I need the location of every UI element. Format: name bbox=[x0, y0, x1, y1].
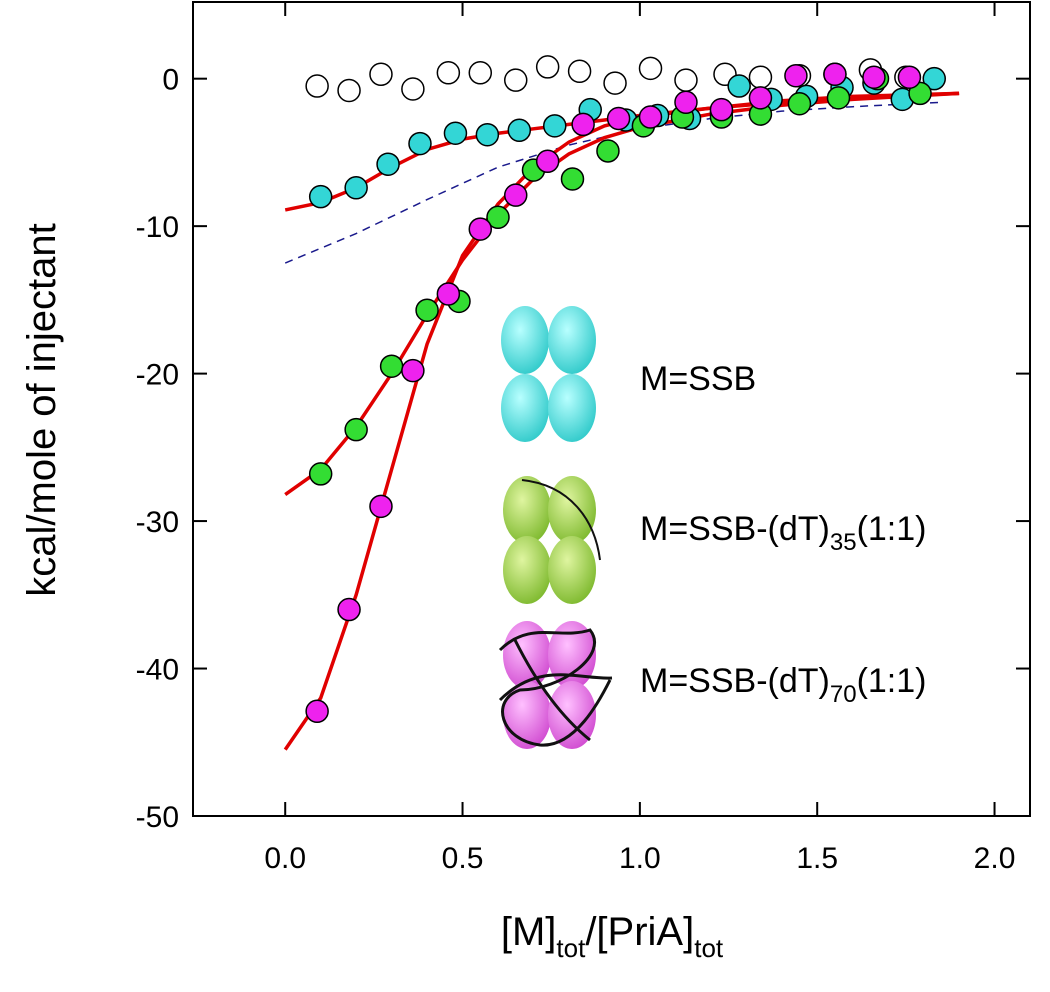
legend-label-sub: 70 bbox=[830, 681, 857, 708]
data-point bbox=[897, 65, 922, 89]
data-point bbox=[344, 176, 368, 200]
y-tick-label: -30 bbox=[136, 506, 179, 539]
legend-label-part: M=SSB-(dT) bbox=[640, 662, 830, 700]
data-point bbox=[567, 59, 592, 84]
legend-label-part: (1:1) bbox=[857, 510, 927, 548]
data-point bbox=[337, 78, 361, 103]
data-point bbox=[308, 462, 333, 486]
x-axis-title-part: [M] bbox=[501, 910, 557, 954]
x-tick-label: 0.0 bbox=[264, 842, 306, 875]
legend-label-sub: 35 bbox=[830, 529, 857, 556]
x-axis-title-sub: tot bbox=[556, 933, 586, 963]
x-tick-label: 1.5 bbox=[796, 842, 838, 875]
x-tick-label: 0.5 bbox=[442, 842, 484, 875]
data-point bbox=[727, 74, 751, 98]
fit-line bbox=[283, 91, 960, 751]
data-point bbox=[596, 139, 620, 163]
x-axis-title-part: /[PriA] bbox=[585, 910, 694, 954]
data-point bbox=[638, 105, 663, 129]
data-point bbox=[337, 597, 361, 622]
data-point bbox=[308, 184, 333, 209]
x-axis-title: [M]tot/[PriA]tot bbox=[501, 910, 724, 963]
x-tick-label: 1.0 bbox=[619, 842, 661, 875]
data-point bbox=[486, 205, 510, 230]
data-point bbox=[535, 55, 560, 79]
data-point bbox=[908, 81, 932, 106]
data-point bbox=[468, 61, 493, 85]
data-point bbox=[606, 106, 631, 131]
legend-icon-ssb-dt35 bbox=[503, 476, 601, 604]
data-point bbox=[709, 97, 734, 122]
data-point bbox=[826, 86, 851, 110]
legend bbox=[498, 306, 613, 749]
data-point bbox=[535, 149, 560, 174]
data-point bbox=[823, 62, 847, 87]
legend-label: M=SSB-(dT)70(1:1) bbox=[640, 662, 926, 708]
legend-label-part: (1:1) bbox=[857, 662, 927, 700]
data-point bbox=[401, 358, 425, 383]
data-point bbox=[507, 118, 532, 143]
y-tick-label: -10 bbox=[136, 211, 179, 244]
data-point bbox=[674, 90, 698, 115]
y-tick-label: 0 bbox=[162, 64, 179, 97]
plot-area bbox=[283, 55, 960, 751]
data-point bbox=[862, 65, 886, 89]
data-point bbox=[415, 298, 439, 322]
data-point bbox=[674, 68, 698, 92]
data-point bbox=[379, 354, 404, 378]
data-point bbox=[443, 121, 468, 145]
data-point bbox=[305, 699, 329, 724]
data-point bbox=[376, 152, 400, 176]
data-point bbox=[784, 63, 808, 88]
legend-icon-ssb-dt70 bbox=[498, 621, 613, 749]
data-point bbox=[503, 183, 528, 207]
legend-label-part: M=SSB-(dT) bbox=[640, 510, 830, 548]
data-point bbox=[436, 61, 461, 85]
data-point bbox=[305, 74, 329, 98]
x-tick-label: 2.0 bbox=[974, 842, 1016, 875]
legend-label: M=SSB bbox=[640, 360, 756, 398]
data-point bbox=[922, 66, 946, 91]
y-tick-label: -40 bbox=[136, 654, 179, 687]
data-point bbox=[603, 71, 627, 95]
data-point bbox=[408, 131, 432, 156]
data-point bbox=[748, 86, 773, 110]
y-axis-title: kcal/mole of injectant bbox=[20, 223, 64, 597]
data-point bbox=[560, 167, 585, 191]
data-point bbox=[543, 114, 567, 138]
data-point bbox=[369, 494, 393, 519]
data-point bbox=[787, 92, 812, 116]
x-axis-title-sub: tot bbox=[694, 933, 724, 963]
data-point bbox=[369, 62, 393, 87]
data-point bbox=[571, 112, 595, 137]
reference-line bbox=[284, 101, 942, 264]
y-tick-label: -50 bbox=[136, 801, 179, 834]
data-point bbox=[436, 282, 461, 306]
legend-icon-ssb bbox=[501, 306, 596, 442]
data-point bbox=[344, 417, 368, 442]
data-point bbox=[503, 68, 528, 92]
data-point bbox=[401, 77, 425, 101]
data-point bbox=[468, 217, 493, 241]
data-point bbox=[748, 65, 773, 89]
legend-label: M=SSB-(dT)35(1:1) bbox=[640, 510, 926, 556]
y-tick-label: -20 bbox=[136, 359, 179, 392]
legend-label-part: M=SSB bbox=[640, 360, 756, 398]
data-point bbox=[638, 56, 663, 81]
data-point bbox=[475, 122, 500, 147]
plot-frame bbox=[192, 1, 1031, 817]
